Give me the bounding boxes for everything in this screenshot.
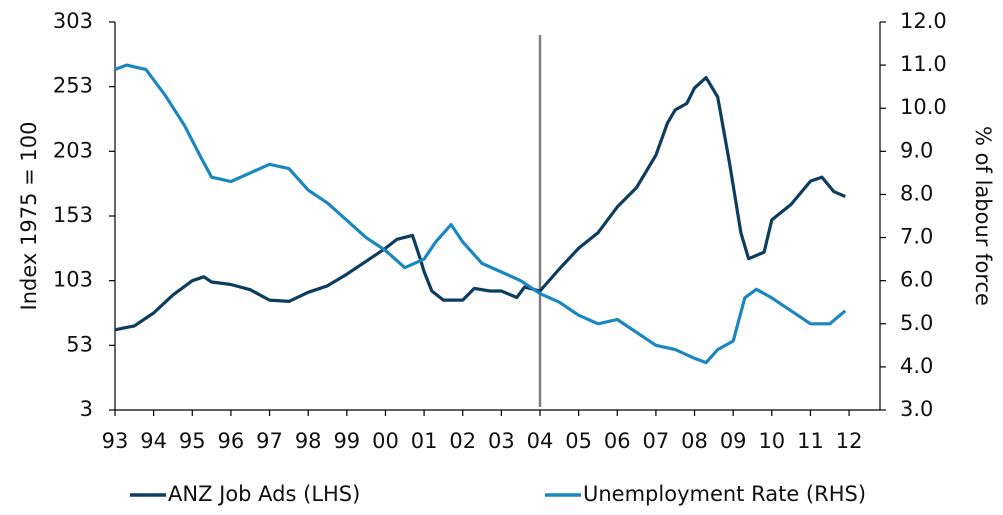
- x-tick-label: 99: [333, 429, 360, 453]
- x-tick-label: 09: [720, 429, 747, 453]
- x-tick-label: 08: [681, 429, 708, 453]
- y2-tick-label: 7.0: [900, 225, 933, 249]
- y-tick-label: 303: [53, 9, 93, 33]
- x-tick-label: 07: [643, 429, 670, 453]
- y2-tick-label: 9.0: [900, 138, 933, 162]
- y-tick-label: 103: [53, 268, 93, 292]
- x-tick-label: 05: [565, 429, 592, 453]
- y2-tick-label: 6.0: [900, 268, 933, 292]
- y2-tick-label: 3.0: [900, 397, 933, 421]
- y-axis-label: Index 1975 = 100: [17, 122, 41, 311]
- y-tick-label: 3: [80, 397, 93, 421]
- x-tick-label: 97: [256, 429, 283, 453]
- x-tick-label: 01: [411, 429, 438, 453]
- y2-tick-label: 8.0: [900, 181, 933, 205]
- x-tick-label: 03: [488, 429, 515, 453]
- series-line: [114, 63, 847, 365]
- y2-axis-label: % of labour force: [971, 126, 995, 306]
- x-tick-label: 02: [449, 429, 476, 453]
- x-tick-label: 00: [372, 429, 399, 453]
- y2-tick-label: 4.0: [900, 354, 933, 378]
- legend-label: Unemployment Rate (RHS): [583, 482, 866, 506]
- series-line: [114, 76, 846, 332]
- x-tick-label: 06: [604, 429, 631, 453]
- x-tick-label: 93: [102, 429, 129, 453]
- y2-tick-label: 5.0: [900, 311, 933, 335]
- y-tick-label: 203: [53, 138, 93, 162]
- legend-label: ANZ Job Ads (LHS): [168, 482, 360, 506]
- y-tick-label: 53: [66, 332, 93, 356]
- y-tick-label: 153: [53, 203, 93, 227]
- y2-tick-label: 10.0: [900, 95, 947, 119]
- y2-tick-label: 11.0: [900, 52, 947, 76]
- x-tick-label: 11: [797, 429, 824, 453]
- x-tick-label: 12: [836, 429, 863, 453]
- x-tick-label: 98: [295, 429, 322, 453]
- x-tick-label: 94: [140, 429, 167, 453]
- y2-tick-label: 12.0: [900, 9, 947, 33]
- x-tick-label: 96: [218, 429, 245, 453]
- x-tick-label: 10: [758, 429, 785, 453]
- x-tick-label: 95: [179, 429, 206, 453]
- y-tick-label: 253: [53, 74, 93, 98]
- x-tick-label: 04: [527, 429, 554, 453]
